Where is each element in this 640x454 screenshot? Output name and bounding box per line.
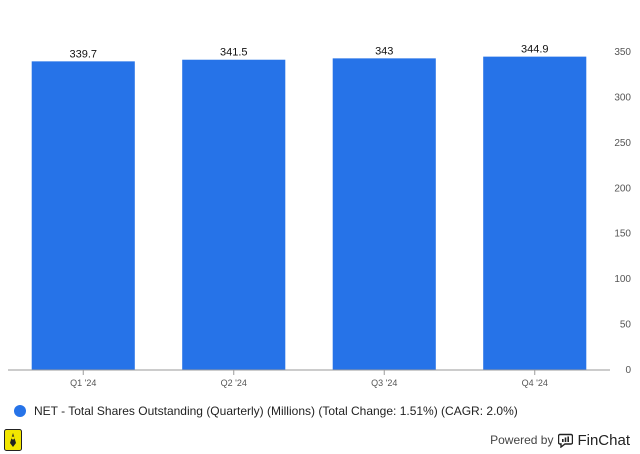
y-tick-label: 150 [614,229,631,240]
x-tick-label: Q1 '24 [70,378,96,388]
y-tick-label: 50 [620,320,632,331]
y-tick-label: 250 [614,138,631,149]
y-tick-label: 300 [614,92,631,103]
company-logo-icon [4,429,22,451]
legend-series-marker [14,405,26,417]
bar [182,59,286,370]
bar [31,61,135,371]
bar-value-label: 344.9 [521,44,549,56]
bar-value-label: 341.5 [220,47,248,59]
x-axis-ticks [82,370,536,375]
bar-value-label: 339.7 [69,48,97,60]
bar-value-labels: 339.7 341.5 343 344.9 [69,44,548,61]
y-tick-label: 200 [614,183,631,194]
y-tick-label: 100 [614,274,631,285]
x-tick-label: Q2 '24 [221,378,247,388]
bar [483,56,587,370]
powered-by-label: Powered by [490,433,554,447]
bar [332,58,436,371]
finchat-chat-bubble-icon [558,433,574,448]
y-tick-label: 350 [614,47,631,58]
finchat-brand-name: FinChat [577,431,630,449]
bar-value-label: 343 [375,45,393,57]
powered-by: Powered by FinChat [490,430,630,450]
bars-group [31,56,587,371]
x-axis-labels: Q1 '24 Q2 '24 Q3 '24 Q4 '24 [70,378,548,388]
x-tick-label: Q4 '24 [522,378,548,388]
legend-series-label: NET - Total Shares Outstanding (Quarterl… [34,404,518,418]
x-tick-label: Q3 '24 [371,378,397,388]
bar-chart: 339.7 341.5 343 344.9 Q1 '24 Q2 '24 Q3 '24 Q4 … [8,44,631,388]
y-tick-label: 0 [625,365,631,376]
legend: NET - Total Shares Outstanding (Quarterl… [14,402,518,420]
y-axis-labels: 0 50 100 150 200 250 300 350 [614,47,631,376]
